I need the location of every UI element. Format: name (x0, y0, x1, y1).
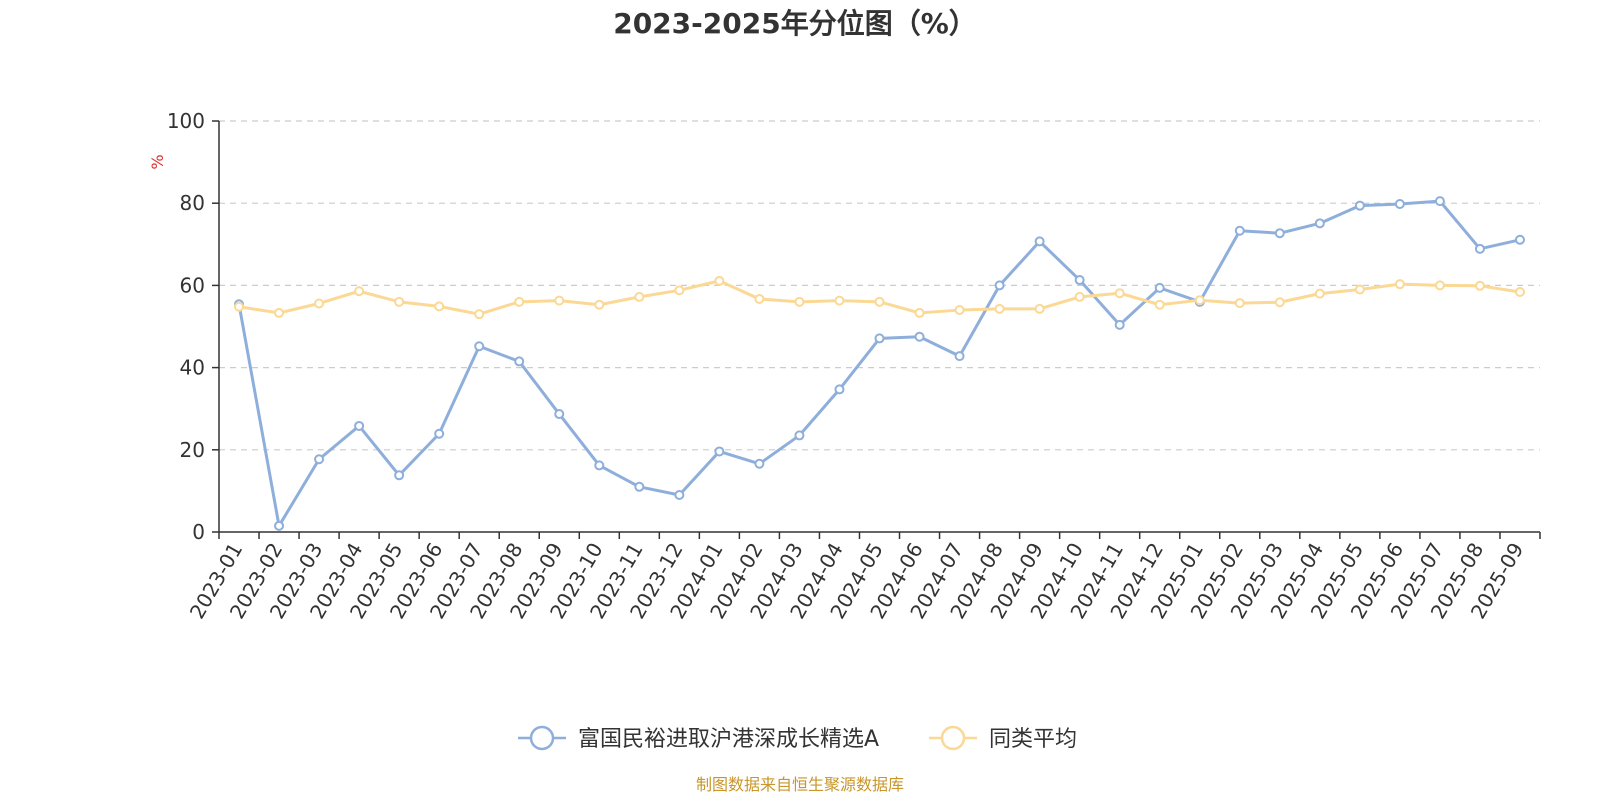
data-point[interactable] (1034, 236, 1045, 247)
data-point[interactable] (834, 295, 845, 306)
data-point[interactable] (554, 409, 565, 420)
data-point[interactable] (794, 296, 805, 307)
series-lines (234, 196, 1525, 531)
data-point[interactable] (1434, 196, 1445, 207)
data-point[interactable] (1354, 200, 1365, 211)
data-point[interactable] (994, 280, 1005, 291)
y-tick-label: 20 (180, 438, 205, 462)
data-point[interactable] (274, 520, 285, 531)
data-point[interactable] (1514, 234, 1525, 245)
legend-item-2[interactable]: 同类平均 (929, 725, 1077, 752)
data-point[interactable] (394, 296, 405, 307)
data-point[interactable] (1034, 303, 1045, 314)
data-point[interactable] (954, 351, 965, 362)
chart-title: 2023-2025年分位图（%） (613, 7, 977, 40)
data-point[interactable] (714, 275, 725, 286)
data-point[interactable] (754, 458, 765, 469)
data-point[interactable] (354, 286, 365, 297)
data-point[interactable] (434, 428, 445, 439)
data-point[interactable] (434, 301, 445, 312)
data-point[interactable] (554, 295, 565, 306)
data-point[interactable] (1394, 279, 1405, 290)
data-point[interactable] (754, 293, 765, 304)
series-1 (234, 196, 1525, 531)
data-point[interactable] (1234, 298, 1245, 309)
data-point[interactable] (714, 446, 725, 457)
legend[interactable]: 富国民裕进取沪港深成长精选A 同类平均 (518, 725, 1077, 752)
y-axis-unit-label: % (148, 154, 167, 169)
data-point[interactable] (1114, 288, 1125, 299)
legend-marker-icon (940, 725, 966, 751)
data-point[interactable] (394, 470, 405, 481)
legend-label: 同类平均 (989, 727, 1077, 752)
data-point[interactable] (1514, 286, 1525, 297)
data-point[interactable] (674, 490, 685, 501)
y-tick-label: 40 (180, 356, 205, 380)
data-point[interactable] (1274, 228, 1285, 239)
data-point[interactable] (1314, 218, 1325, 229)
series-2 (234, 275, 1525, 320)
data-point[interactable] (674, 285, 685, 296)
data-point[interactable] (1114, 319, 1125, 330)
data-point[interactable] (1154, 282, 1165, 293)
grid-lines (219, 120, 1540, 451)
data-point[interactable] (474, 341, 485, 352)
data-point[interactable] (954, 305, 965, 316)
data-source-note: 制图数据来自恒生聚源数据库 (696, 775, 904, 794)
data-point[interactable] (474, 309, 485, 320)
data-point[interactable] (514, 356, 525, 367)
data-point[interactable] (914, 331, 925, 342)
data-point[interactable] (1354, 284, 1365, 295)
data-point[interactable] (1234, 225, 1245, 236)
data-point[interactable] (354, 420, 365, 431)
axes: 0204060801002023-012023-022023-032023-04… (167, 109, 1541, 623)
data-point[interactable] (274, 307, 285, 318)
data-point[interactable] (1394, 199, 1405, 210)
data-point[interactable] (1074, 291, 1085, 302)
data-point[interactable] (1314, 288, 1325, 299)
y-tick-label: 100 (167, 109, 205, 133)
data-point[interactable] (234, 301, 245, 312)
data-point[interactable] (1154, 299, 1165, 310)
data-point[interactable] (914, 307, 925, 318)
data-point[interactable] (594, 299, 605, 310)
legend-item-1[interactable]: 富国民裕进取沪港深成长精选A (518, 725, 879, 752)
data-point[interactable] (634, 481, 645, 492)
data-point[interactable] (834, 384, 845, 395)
y-tick-label: 60 (180, 273, 205, 297)
data-point[interactable] (514, 296, 525, 307)
data-point[interactable] (874, 333, 885, 344)
data-point[interactable] (314, 298, 325, 309)
data-point[interactable] (314, 454, 325, 465)
data-point[interactable] (1274, 297, 1285, 308)
y-tick-label: 0 (192, 520, 205, 544)
y-tick-label: 80 (180, 191, 205, 215)
data-point[interactable] (1474, 280, 1485, 291)
data-point[interactable] (794, 430, 805, 441)
data-point[interactable] (594, 460, 605, 471)
legend-label: 富国民裕进取沪港深成长精选A (578, 727, 879, 752)
data-point[interactable] (1434, 280, 1445, 291)
data-point[interactable] (1074, 275, 1085, 286)
series-line (237, 199, 1521, 528)
legend-marker-icon (529, 725, 555, 751)
data-point[interactable] (874, 296, 885, 307)
data-point[interactable] (1194, 295, 1205, 306)
data-point[interactable] (994, 303, 1005, 314)
data-point[interactable] (634, 291, 645, 302)
data-point[interactable] (1474, 243, 1485, 254)
